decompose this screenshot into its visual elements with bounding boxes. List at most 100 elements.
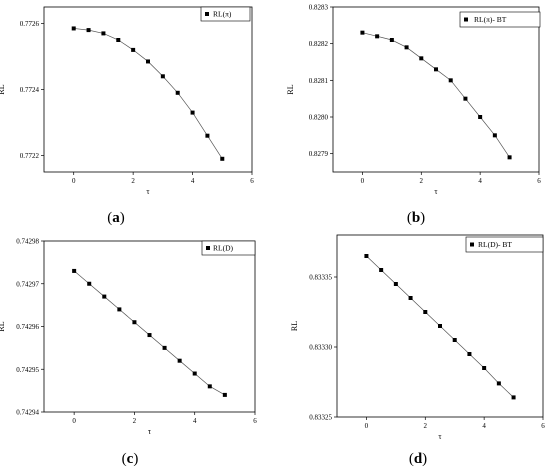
plot-frame: [43, 240, 256, 413]
data-point: [492, 133, 497, 138]
x-axis-label: τ: [148, 427, 152, 436]
data-point: [448, 78, 453, 83]
x-tick-label: 6: [537, 177, 541, 185]
y-tick-label: 0.83325: [309, 414, 332, 422]
data-point: [360, 30, 365, 35]
data-point: [496, 381, 501, 386]
legend-label: RL(D): [213, 244, 233, 253]
data-point: [131, 47, 136, 52]
x-tick-label: 6: [253, 417, 257, 425]
data-point: [175, 90, 180, 95]
x-axis-label: τ: [434, 187, 438, 196]
chart-panel-b: 0 2 4 6 0.8279 0.8280 0.8281 0.8282 0.8283 τ RL RL(…: [286, 4, 541, 227]
panel-caption: (a): [107, 210, 125, 226]
chart-panel-d: 0 2 4 6 0.83325 0.83330 0.83335 τ RL RL(D)- BT (d): [290, 234, 545, 467]
y-axis-label: RL: [0, 321, 6, 331]
data-point: [146, 59, 150, 64]
data-point: [207, 384, 212, 389]
panel-letter: d: [414, 451, 423, 467]
plot-frame: [43, 6, 253, 173]
y-axis-label: RL: [0, 84, 6, 94]
data-point: [375, 34, 380, 39]
panel-caption: (c): [122, 451, 139, 467]
data-point: [192, 371, 197, 376]
y-tick-label: 0.8283: [309, 4, 329, 12]
data-point: [160, 74, 165, 79]
y-tick-label: 0.74297: [16, 280, 39, 288]
data-point: [132, 320, 137, 325]
y-tick-label: 0.7726: [20, 20, 40, 28]
chart-panel-a: 0 2 4 6 0.7722 0.7724 0.7726 τ RL RL(π) (a): [0, 6, 254, 226]
legend-label: RL(π)- BT: [474, 15, 507, 24]
data-point: [404, 45, 409, 50]
data-point: [71, 26, 76, 31]
y-axis-label: RL: [290, 321, 299, 331]
series-line: [73, 28, 223, 159]
panel-letter: a: [112, 210, 120, 226]
panel-letter: c: [127, 451, 134, 467]
data-point: [162, 345, 167, 350]
y-tick-label: 0.74296: [16, 323, 39, 331]
panel-letter: b: [412, 210, 420, 226]
data-point: [364, 254, 369, 258]
x-tick-label: 6: [541, 422, 545, 430]
legend-box: [201, 240, 256, 256]
data-point: [478, 115, 483, 119]
legend-box: [200, 6, 251, 22]
data-point: [438, 324, 442, 328]
x-tick-label: 0: [72, 417, 76, 425]
y-tick-label: 0.8281: [309, 77, 329, 85]
data-point: [507, 155, 512, 160]
data-point: [177, 358, 182, 363]
data-point: [482, 366, 487, 370]
data-point: [379, 268, 384, 272]
data-point: [72, 268, 77, 273]
plot-frame: [336, 234, 544, 418]
y-tick-label: 0.74294: [16, 409, 39, 417]
data-point: [389, 38, 394, 42]
data-point: [116, 38, 121, 42]
legend-box: [465, 236, 544, 253]
data-point: [408, 296, 413, 300]
data-point: [419, 56, 424, 61]
data-point: [452, 338, 457, 342]
x-tick-label: 2: [131, 177, 135, 185]
data-point: [423, 310, 428, 314]
x-tick-label: 4: [478, 177, 482, 185]
x-tick-label: 2: [133, 417, 137, 425]
data-point: [463, 96, 468, 101]
data-point: [393, 282, 398, 286]
data-point: [205, 133, 210, 138]
x-tick-label: 6: [250, 177, 254, 185]
y-tick-label: 0.8280: [309, 114, 329, 122]
legend-marker: [470, 242, 474, 247]
x-axis-label: τ: [438, 432, 442, 441]
x-tick-label: 4: [482, 422, 486, 430]
legend-marker: [205, 12, 209, 16]
data-point: [467, 352, 472, 356]
data-point: [511, 395, 516, 400]
legend-marker: [206, 246, 210, 250]
data-point: [101, 31, 106, 36]
x-tick-label: 0: [361, 177, 365, 185]
x-tick-label: 0: [365, 422, 369, 430]
series-line: [362, 32, 510, 158]
x-tick-label: 2: [424, 422, 428, 430]
y-tick-label: 0.74295: [16, 366, 39, 374]
x-axis-label: τ: [146, 187, 150, 196]
x-tick-label: 0: [72, 177, 76, 185]
plot-frame: [332, 6, 540, 173]
x-tick-label: 2: [420, 177, 424, 185]
data-point: [222, 392, 227, 397]
legend-label: RL(D)- BT: [478, 240, 512, 249]
legend-box: [459, 11, 541, 28]
x-tick-label: 4: [191, 177, 195, 185]
y-axis-label: RL: [286, 84, 295, 94]
data-point: [190, 110, 195, 115]
data-point: [117, 307, 122, 312]
y-tick-label: 0.83335: [309, 274, 332, 282]
data-point: [434, 67, 438, 72]
legend-label: RL(π): [213, 10, 232, 19]
series-line: [73, 270, 226, 396]
